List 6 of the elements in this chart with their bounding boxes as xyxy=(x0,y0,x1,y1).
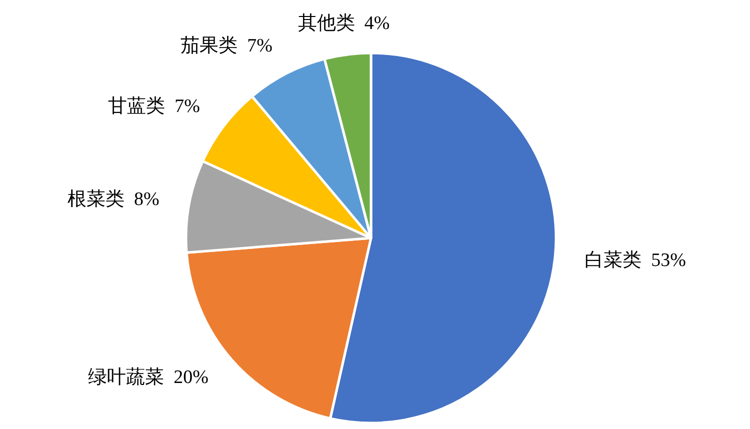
slice-label: 白菜类 53% xyxy=(584,250,686,272)
slice-label: 绿叶蔬菜 20% xyxy=(88,367,209,388)
slice-label: 甘蓝类 7% xyxy=(108,96,200,118)
slice-label: 根菜类 8% xyxy=(67,189,160,210)
slice-label: 其他类 4% xyxy=(298,13,390,34)
slice-label: 茄果类 7% xyxy=(180,35,273,56)
